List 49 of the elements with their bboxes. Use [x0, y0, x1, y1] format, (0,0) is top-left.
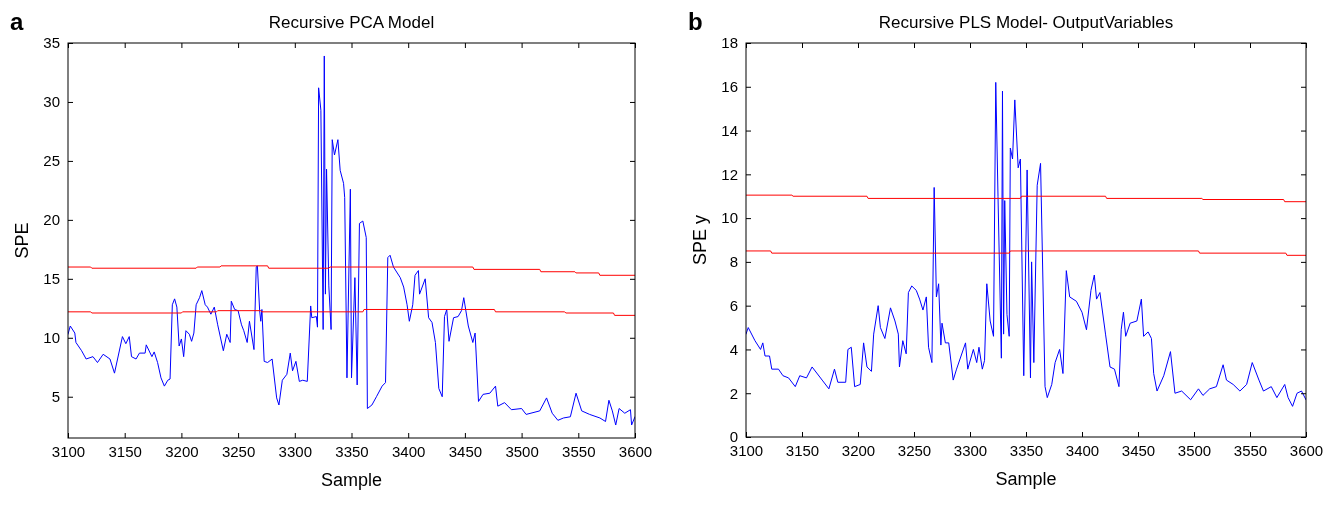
x-axis-title: Sample: [320, 470, 383, 490]
y-tick-label: 15: [43, 270, 60, 288]
y-tick-label: 10: [721, 209, 738, 227]
x-tick-label: 3250: [897, 441, 932, 459]
x-tick-label: 3200: [165, 442, 199, 460]
x-tick-label: 3300: [278, 442, 312, 460]
y-tick-label: 5: [51, 388, 60, 406]
x-tick-label: 3450: [448, 442, 483, 460]
x-axis-title: Sample: [995, 469, 1057, 489]
line-series: [746, 81, 1306, 407]
y-tick-label: 20: [43, 211, 60, 229]
line-series: [68, 55, 635, 426]
x-tick-label: 3150: [785, 441, 820, 459]
x-tick-label: 3500: [1177, 441, 1212, 459]
text: b: [688, 8, 703, 35]
y-tick-label: 12: [721, 165, 738, 183]
x-tick-label: 3600: [618, 442, 653, 460]
chart-title: Recursive PCA Model: [268, 13, 435, 32]
x-tick-label: 3500: [505, 442, 539, 460]
x-tick-label: 3450: [1121, 441, 1156, 459]
x-tick-label: 3550: [562, 442, 596, 460]
y-tick-label: 18: [721, 34, 738, 52]
x-tick-label: 3200: [841, 441, 876, 459]
chart-title: Recursive PLS Model- OutputVariables: [878, 13, 1174, 32]
y-tick-label: 2: [729, 384, 738, 402]
x-tick-label: 3250: [221, 442, 256, 460]
y-tick-label: 30: [43, 93, 60, 111]
y-axis-title: SPE y: [690, 214, 710, 266]
y-tick-label: 25: [43, 152, 60, 170]
y-tick-label: 10: [43, 329, 60, 347]
x-tick-label: 3400: [1065, 441, 1100, 459]
y-axis-title: SPE: [12, 222, 32, 259]
y-tick-label: 35: [43, 34, 60, 52]
x-tick-label: 3350: [1009, 441, 1044, 459]
x-tick-label: 3300: [953, 441, 988, 459]
x-tick-label: 3150: [108, 442, 142, 460]
y-tick-label: 16: [721, 78, 738, 96]
x-tick-label: 3100: [51, 442, 86, 460]
x-tick-label: 3400: [392, 442, 426, 460]
y-tick-label: 6: [729, 296, 738, 314]
x-tick-label: 3350: [335, 442, 369, 460]
text: a: [10, 8, 24, 35]
line-series: [746, 194, 1306, 203]
line-series: [68, 265, 635, 276]
x-tick-label: 3550: [1233, 441, 1268, 459]
x-tick-label: 3600: [1289, 441, 1324, 459]
y-tick-label: 4: [729, 340, 738, 358]
y-tick-label: 8: [729, 253, 738, 271]
y-tick-label: 14: [721, 121, 738, 139]
